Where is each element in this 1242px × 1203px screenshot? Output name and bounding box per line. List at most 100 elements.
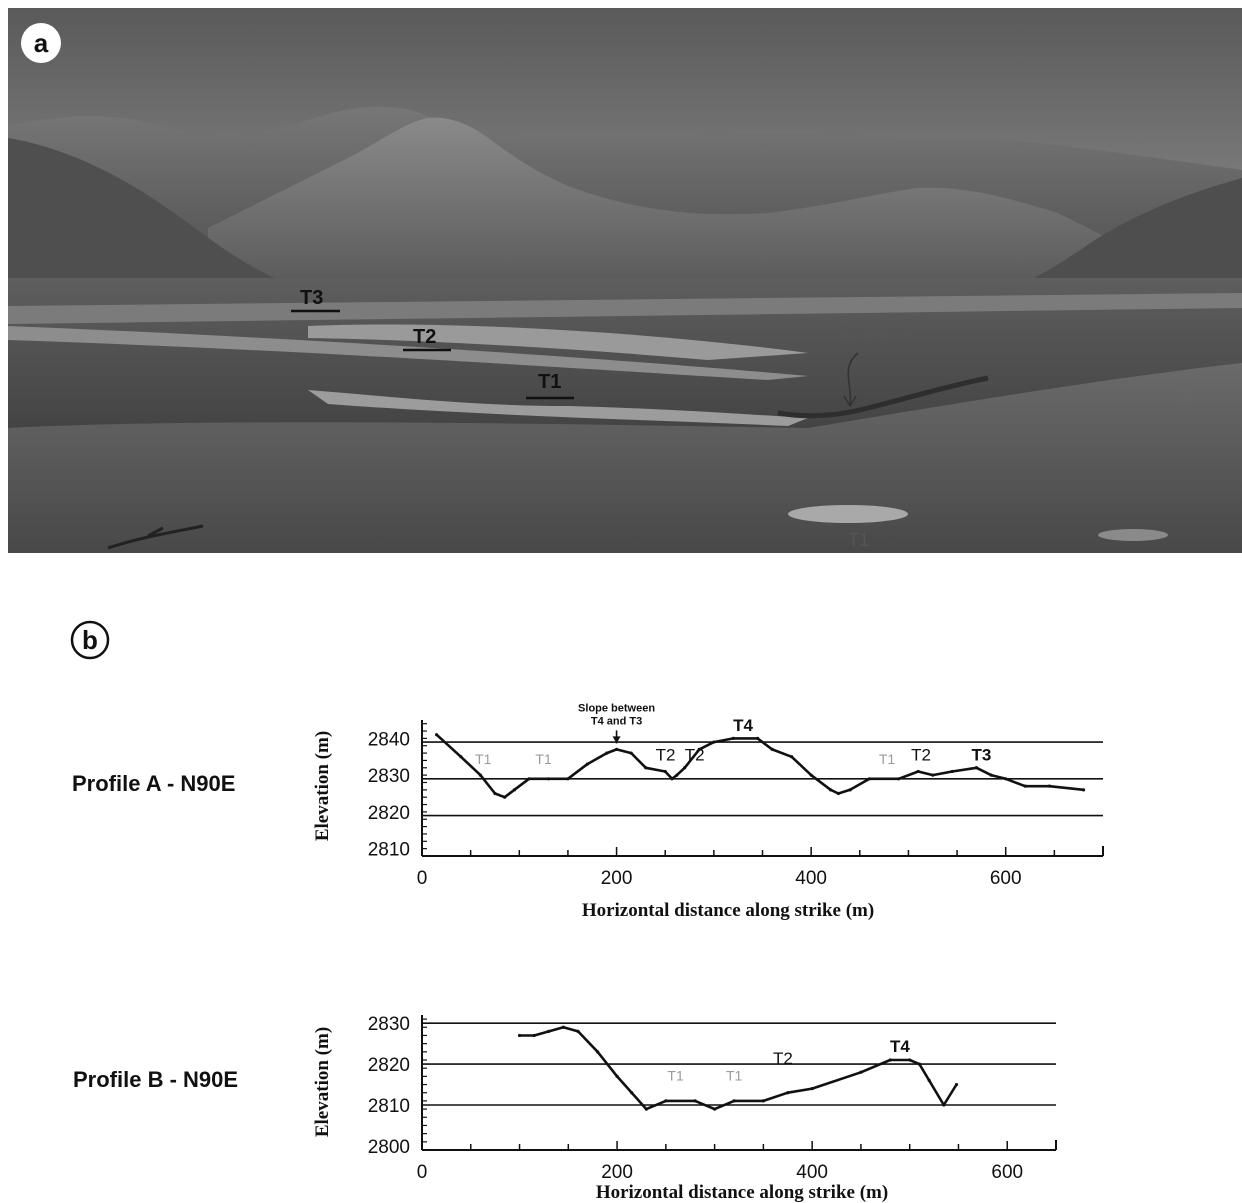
profile-a-y-tick-label: 2820 (368, 803, 410, 824)
profile-a-profile-point (836, 791, 840, 796)
photo-annotation-t2: T2 (413, 326, 436, 348)
profile-a-profile-point (493, 791, 497, 796)
profile-a-annotation: Slope between T4 and T3 (578, 702, 655, 727)
profile-a-profile-point (614, 747, 619, 752)
profile-b-profile-point (644, 1107, 648, 1111)
profile-b-annotation: T1 (667, 1067, 684, 1083)
profile-a-profile-point (950, 769, 954, 774)
profile-a-profile-point (712, 740, 716, 744)
profile-a-profile-point (756, 736, 760, 740)
profile-b-profile-point (693, 1099, 697, 1103)
profile-a-profile-point (770, 747, 774, 752)
profile-b-profile-point (576, 1029, 580, 1033)
panel-a-label-circle (21, 23, 61, 63)
profile-b-profile-point (532, 1033, 536, 1038)
profile-a-profile-point (916, 769, 920, 774)
profile-a-annotation: T3 (971, 745, 991, 764)
profile-b-profile-point (595, 1050, 600, 1054)
profile-a-chart: Profile A - N90E Elevation (m) Horizonta… (72, 702, 1104, 921)
profile-a-y-tick-label: 2830 (368, 766, 410, 787)
profile-a-profile-point (790, 755, 794, 759)
profile-b-row-label: Profile B - N90E (73, 1067, 238, 1092)
profile-a-profile-point (931, 773, 935, 777)
profile-b-profile-point (942, 1103, 946, 1107)
profile-b-profile-point (664, 1099, 668, 1103)
profile-a-profile-point (546, 777, 551, 781)
profile-b-profile-point (927, 1078, 931, 1083)
profile-a-profile-point (809, 773, 813, 777)
profile-a-x-tick-label: 400 (795, 868, 827, 889)
profile-a-profile-point (697, 747, 701, 752)
photo-terrace-t3-band (8, 293, 1242, 324)
profile-a-profile-point (1047, 784, 1052, 788)
photo-left-slope (8, 138, 298, 293)
profile-b-x-tick-label: 0 (417, 1162, 428, 1183)
profile-a-profile-point (848, 788, 852, 792)
profile-a-profile-point (829, 788, 833, 792)
profile-a-y-axis-label: Elevation (m) (312, 731, 333, 841)
profile-a-profile-point (566, 777, 570, 781)
photo-terrace-t2-band (8, 326, 808, 380)
profile-a-profile-point (512, 788, 517, 792)
profile-b-y-tick-label: 2830 (368, 1014, 410, 1035)
profile-b-profile-point (732, 1099, 736, 1103)
profile-a-profile-point (974, 766, 979, 770)
photo-terrace-pale-flat (308, 324, 808, 360)
profile-b-profile-point (713, 1107, 717, 1111)
photo-annotation-t4: T4 (1173, 387, 1194, 407)
profile-a-row-label: Profile A - N90E (72, 771, 235, 796)
photo-annotation-t1: T1 (538, 371, 561, 393)
profile-b-y-axis-label: Elevation (m) (312, 1027, 333, 1137)
profile-b-x-tick-label: 600 (991, 1162, 1023, 1183)
photo-annotation-stream: Stream (836, 321, 907, 346)
profile-b-x-tick-label: 200 (601, 1162, 633, 1183)
profile-b-chart: Profile B - N90E Elevation (m) Horizonta… (73, 1014, 1057, 1203)
profile-b-profile-point (954, 1082, 959, 1087)
photo-annotation-t3: T3 (300, 287, 323, 309)
profile-a-profile-point (1004, 777, 1008, 781)
profile-b-y-tick-label: 2810 (368, 1096, 410, 1117)
profile-a-profile-point (670, 777, 674, 781)
profile-a-profile-point (897, 777, 901, 781)
profile-a-profile-point (989, 773, 993, 777)
profile-a-annotation-arrowhead (612, 736, 621, 744)
profile-a-annotation: T2 (911, 745, 931, 764)
profile-a-profile-point (434, 733, 439, 737)
panel-b-label-circle (70, 620, 110, 660)
profile-a-annotation: T2 (685, 745, 705, 764)
profile-b-profile-point (517, 1033, 522, 1038)
photo-stream-channel (777, 375, 989, 419)
profiles-figure: b Profile A - N90E Elevation (m) Horizon… (70, 620, 1104, 1203)
profile-b-profile-point (547, 1029, 551, 1033)
photo-foreground (8, 363, 1242, 553)
photo-foreground-patch (788, 505, 908, 523)
profile-a-annotation: T4 (733, 716, 753, 735)
profile-a-profile-point (663, 769, 667, 774)
profile-a-profile-point (478, 773, 482, 777)
profile-b-profile-point (908, 1058, 912, 1062)
photo-foreground-patch (1098, 529, 1168, 541)
profile-a-profile-point (527, 777, 531, 781)
profile-b-profile-point (761, 1099, 765, 1103)
profile-a-x-tick-label: 200 (601, 868, 633, 889)
profile-a-y-tick-label: 2840 (368, 729, 410, 750)
profile-b-profile-point (561, 1025, 566, 1029)
profile-a-profile-point (503, 795, 507, 799)
profile-b-x-axis-label: Horizontal distance along strike (m) (596, 1182, 888, 1203)
profile-a-annotation: T2 (656, 745, 676, 764)
profile-a-profile-point (1081, 788, 1086, 792)
photo-stream-pointer (843, 352, 859, 408)
profile-b-profile-point (630, 1091, 634, 1095)
profile-a-profile-point (459, 755, 463, 759)
panel-b-label: b (82, 625, 98, 655)
profile-b-profile-point (786, 1091, 790, 1095)
profile-b-x-tick-label: 400 (796, 1162, 828, 1183)
profile-b-profile-point (615, 1074, 619, 1078)
profile-a-x-axis-label: Horizontal distance along strike (m) (582, 900, 874, 921)
photo-right-slope (1008, 178, 1242, 293)
profile-a-profile-point (644, 766, 648, 770)
profile-a-profile-point (867, 777, 872, 781)
profile-a-annotation: T1 (535, 751, 552, 767)
profile-a-y-tick-label: 2810 (368, 840, 410, 861)
field-photograph: a T3 T2 T1 Stream T4 T1 (8, 8, 1242, 553)
